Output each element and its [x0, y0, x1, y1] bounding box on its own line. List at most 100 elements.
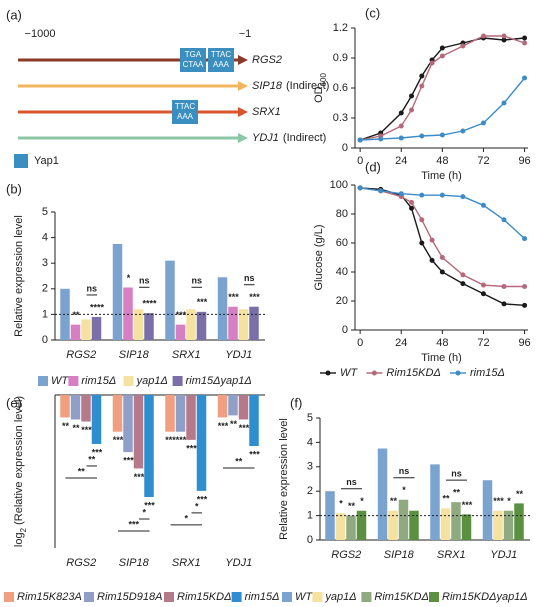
data-point	[501, 217, 507, 223]
gene-label: SIP18 (Indirect)	[252, 80, 329, 92]
yap1-site	[172, 100, 198, 124]
y-label-part: Glucose (g/L)	[313, 224, 325, 290]
significance: ns	[451, 469, 462, 479]
category-label: RGS2	[66, 349, 96, 361]
x-tick-label: 24	[395, 337, 407, 349]
panel-label: (e)	[6, 395, 22, 410]
significance: ***	[228, 292, 239, 302]
bar	[238, 395, 249, 420]
y-tick-label: 80	[336, 208, 348, 220]
significance: ***	[176, 435, 187, 445]
data-point	[439, 132, 445, 138]
legend-swatch	[282, 592, 292, 602]
bar	[196, 311, 207, 340]
data-point	[522, 284, 528, 289]
data-point	[409, 93, 415, 99]
category-label: SIP18	[119, 557, 150, 569]
bar	[503, 510, 514, 540]
bar	[70, 324, 81, 340]
category-label: SIP18	[384, 549, 415, 561]
significance: ***	[197, 494, 208, 504]
y-tick-label: 2	[42, 283, 48, 295]
y-tick-label: 0	[42, 334, 48, 346]
data-point	[419, 192, 425, 198]
bar	[133, 395, 144, 469]
legend-marker	[325, 370, 331, 376]
end-label: −1	[239, 28, 252, 40]
data-point	[522, 35, 528, 41]
x-tick-label: 24	[395, 155, 407, 167]
legend-label: WT	[340, 367, 358, 379]
data-point	[480, 282, 486, 288]
bar	[335, 513, 346, 540]
category-label: YDJ1	[490, 549, 517, 561]
panel-label: (b)	[6, 181, 22, 196]
category-label: YDJ1	[225, 349, 252, 361]
bar	[451, 502, 461, 540]
gene-note: (Indirect)	[286, 80, 329, 92]
bar	[228, 395, 238, 416]
data-point	[439, 192, 445, 198]
significance: ***	[462, 500, 473, 510]
data-point	[522, 75, 528, 81]
legend-swatch	[14, 154, 28, 168]
start-label: −1000	[25, 28, 56, 40]
significance: ***	[176, 310, 187, 320]
significance: ns	[191, 276, 202, 286]
legend-marker	[371, 370, 377, 376]
data-point	[460, 128, 466, 134]
significance: ns	[86, 283, 97, 293]
significance: *	[195, 501, 199, 511]
x-tick-label: 0	[357, 155, 363, 167]
bar	[91, 395, 102, 444]
legend-swatch	[38, 376, 48, 386]
data-point	[409, 199, 415, 205]
y-tick-label: 1.2	[333, 22, 348, 34]
series-line	[360, 77, 526, 141]
site-text: AAA	[213, 60, 230, 69]
y-tick-label: 0.9	[333, 52, 348, 64]
bar	[217, 395, 228, 418]
legend-swatch	[429, 592, 439, 602]
legend-swatch	[123, 376, 134, 386]
significance: **	[72, 310, 80, 320]
legend-swatch	[172, 376, 183, 386]
significance: ***	[113, 435, 124, 445]
legend-swatch	[4, 592, 14, 602]
x-tick-label: 0	[357, 337, 363, 349]
bar	[175, 395, 186, 432]
arrow-head	[238, 81, 248, 91]
significance: **	[516, 489, 524, 499]
yap1-site	[180, 48, 206, 72]
category-label: RGS2	[66, 557, 96, 569]
bar	[81, 319, 91, 340]
panel-label: (c)	[365, 5, 380, 20]
y-tick-label: 4	[42, 232, 48, 244]
significance: **	[390, 496, 398, 506]
bar	[430, 464, 440, 540]
data-point	[522, 40, 528, 46]
significance: ***	[134, 472, 145, 482]
significance: ***	[92, 447, 103, 457]
gene-note: (Indirect)	[283, 132, 326, 144]
data-point	[429, 60, 435, 66]
y-tick-label: 3	[307, 461, 313, 473]
bar	[196, 395, 207, 491]
significance: ***	[186, 443, 197, 453]
legend-label: Rim15KDΔ	[374, 591, 428, 603]
bar	[377, 448, 388, 540]
legend-swatch	[84, 592, 94, 602]
gene-label: RGS2	[252, 54, 282, 66]
legend-label: Rim15KDΔ	[386, 367, 440, 379]
significance: ***	[197, 297, 208, 307]
bar	[238, 309, 249, 340]
data-point	[378, 188, 384, 194]
series-line	[359, 37, 525, 141]
data-point	[429, 237, 435, 243]
legend-label: WT	[51, 375, 69, 387]
data-point	[398, 191, 404, 197]
significance: ***	[249, 449, 260, 459]
significance: **	[230, 419, 238, 429]
y-tick-label: 4	[307, 436, 313, 448]
significance: **	[442, 494, 450, 504]
